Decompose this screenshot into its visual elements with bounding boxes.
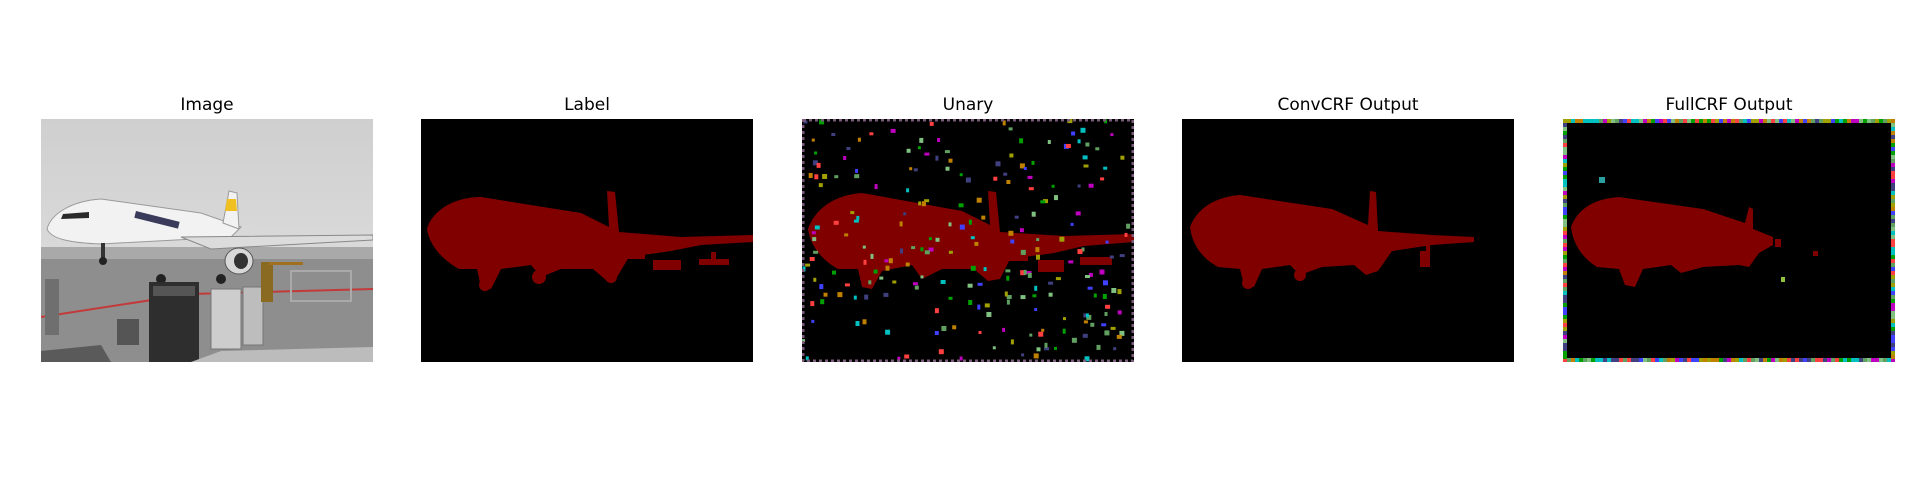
panel-title: FullCRF Output	[1665, 95, 1793, 115]
panel-title: Image	[180, 95, 234, 115]
unary-prediction	[802, 119, 1134, 362]
panel-title: Label	[564, 95, 610, 115]
label-mask	[421, 119, 753, 362]
convcrf-mask	[1182, 119, 1514, 362]
panel-title: ConvCRF Output	[1277, 95, 1419, 115]
panel-title: Unary	[942, 95, 994, 115]
airport-photo	[41, 119, 373, 362]
fullcrf-mask	[1563, 119, 1895, 362]
